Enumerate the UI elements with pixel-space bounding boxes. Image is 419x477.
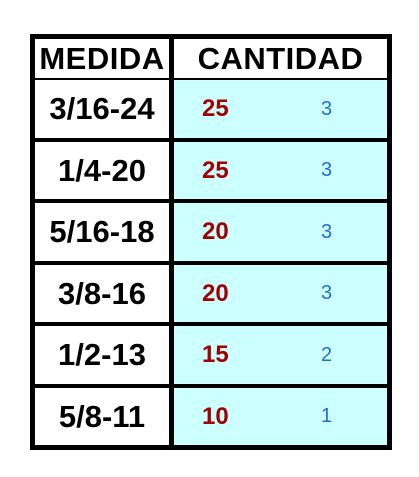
- table-row: 5/16-18 20 3: [30, 203, 392, 265]
- table-row: 3/16-24 25 3: [30, 80, 392, 142]
- cantidad-sub-value: 3: [321, 159, 333, 181]
- cantidad-cell: 10 1: [174, 388, 387, 445]
- medida-cell: 3/16-24: [35, 80, 169, 138]
- cantidad-cell: 25 3: [174, 142, 387, 199]
- cantidad-cell: 20 3: [174, 265, 387, 322]
- medida-cell: 1/4-20: [35, 142, 169, 199]
- cantidad-sub-value: 1: [321, 405, 333, 427]
- cantidad-value: 20: [202, 218, 229, 245]
- measurements-table: MEDIDA CANTIDAD 3/16-24 25 3 1/4-20 25 3…: [30, 34, 392, 450]
- cantidad-cell: 25 3: [174, 80, 387, 138]
- table-row: 1/4-20 25 3: [30, 142, 392, 204]
- medida-cell: 5/16-18: [35, 203, 169, 261]
- medida-cell: 5/8-11: [35, 388, 169, 445]
- cantidad-sub-value: 3: [321, 220, 333, 243]
- cantidad-sub-value: 3: [321, 97, 333, 120]
- header-cantidad: CANTIDAD: [174, 39, 387, 78]
- header-medida: MEDIDA: [35, 39, 169, 78]
- table-row: 1/2-13 15 2: [30, 326, 392, 388]
- table-row: 3/8-16 20 3: [30, 265, 392, 327]
- cantidad-value: 10: [202, 402, 229, 430]
- cantidad-value: 15: [202, 341, 229, 368]
- medida-cell: 1/2-13: [35, 326, 169, 384]
- cantidad-cell: 20 3: [174, 203, 387, 261]
- table-row: 5/8-11 10 1: [30, 388, 392, 450]
- medida-cell: 3/8-16: [35, 265, 169, 322]
- header-row: MEDIDA CANTIDAD: [30, 34, 392, 80]
- cantidad-cell: 15 2: [174, 326, 387, 384]
- cantidad-value: 25: [202, 95, 229, 122]
- cantidad-sub-value: 3: [321, 282, 333, 304]
- cantidad-value: 25: [202, 156, 229, 184]
- cantidad-sub-value: 2: [321, 343, 333, 366]
- cantidad-value: 20: [202, 279, 229, 307]
